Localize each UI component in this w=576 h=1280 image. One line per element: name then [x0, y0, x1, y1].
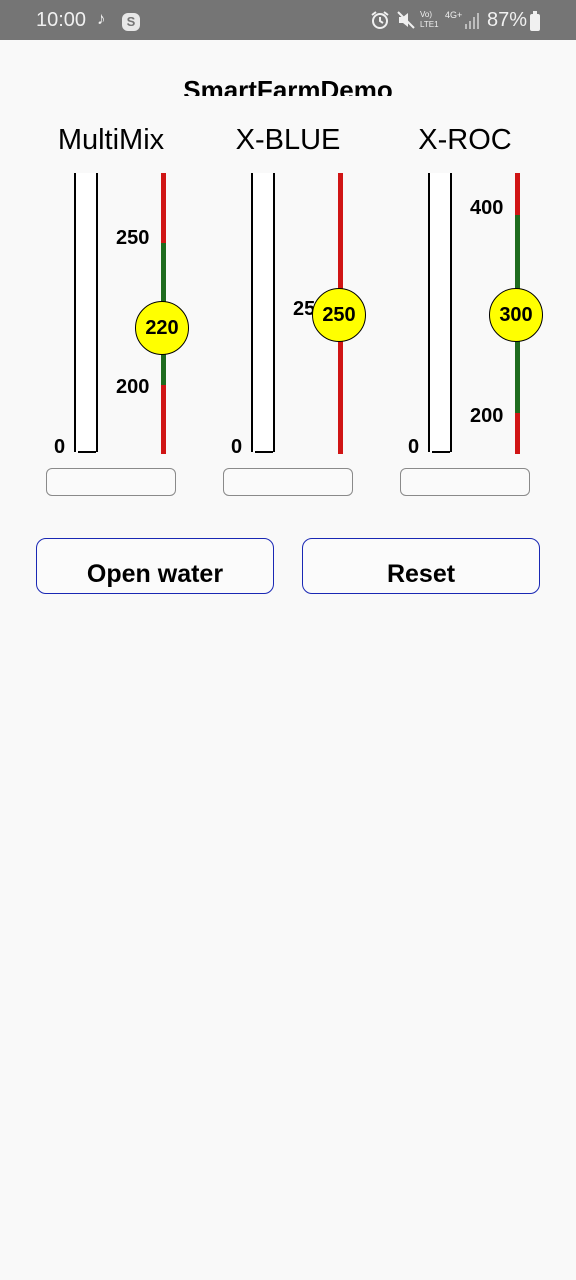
signal-icon [465, 13, 479, 29]
reset-button[interactable]: Reset [302, 538, 540, 594]
reset-button-label: Reset [386, 560, 456, 588]
battery-percent: 87% [487, 9, 528, 31]
tiktok-icon: ♪ [97, 9, 106, 28]
x-roc-tick-low: 200 [470, 405, 504, 427]
open-water-button-label: Open water [86, 560, 224, 588]
x-roc-high-alarm-segment [515, 173, 520, 215]
multimix-label: MultiMix [57, 124, 165, 156]
skype-icon: S [122, 13, 140, 31]
x-roc-setpoint-knob[interactable]: 300 [489, 288, 543, 342]
x-blue-level-track [251, 173, 275, 452]
battery-icon [530, 11, 540, 31]
x-blue-track-foot [255, 451, 273, 453]
x-roc-level-track [428, 173, 452, 452]
multimix-zero-label: 0 [54, 436, 66, 458]
x-blue-tick: 25 [293, 298, 316, 320]
x-blue-setpoint-knob[interactable]: 250 [312, 288, 366, 342]
x-blue-value-input[interactable] [223, 468, 353, 496]
x-blue-label: X-BLUE [235, 124, 341, 156]
alarm-icon [371, 11, 389, 29]
x-roc-zero-label: 0 [408, 436, 420, 458]
volte-icon: Vo) LTE1 [420, 10, 439, 29]
x-roc-label: X-ROC [418, 124, 512, 156]
multimix-low-alarm-segment [161, 385, 166, 454]
multimix-high-alarm-segment [161, 173, 166, 243]
x-blue-zero-label: 0 [231, 436, 243, 458]
status-bar: 10:00 ♪ S Vo) LTE1 4G+ 87% [0, 0, 576, 40]
x-roc-track-foot [432, 451, 450, 453]
app-title: SmartFarmDemo [183, 75, 393, 96]
x-roc-value-input[interactable] [400, 468, 530, 496]
4g-icon: 4G+ [445, 10, 463, 20]
multimix-tick-high: 250 [116, 227, 150, 249]
multimix-tick-low: 200 [116, 376, 150, 398]
multimix-track-foot [78, 451, 96, 453]
multimix-level-track [74, 173, 98, 452]
mute-icon [397, 11, 415, 29]
status-time: 10:00 [36, 9, 87, 31]
x-roc-tick-high: 400 [470, 197, 504, 219]
open-water-button[interactable]: Open water [36, 538, 274, 594]
x-roc-low-alarm-segment [515, 413, 520, 454]
multimix-value-input[interactable] [46, 468, 176, 496]
app-title-container: SmartFarmDemo [0, 72, 576, 96]
multimix-setpoint-knob[interactable]: 220 [135, 301, 189, 355]
